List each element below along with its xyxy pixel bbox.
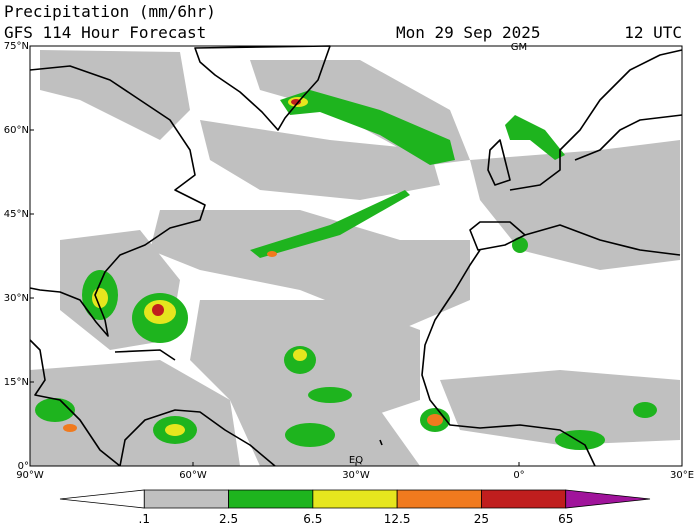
marker-label: EQ — [349, 455, 363, 466]
colorbar-segment — [228, 489, 314, 509]
lat-label: 75°N — [4, 41, 29, 52]
coastlines — [29, 45, 683, 467]
lon-label: 60°W — [179, 470, 207, 481]
subtitle: GFS 114 Hour Forecast — [4, 23, 206, 42]
colorbar-label: 25 — [474, 512, 489, 525]
lon-label: 90°W — [16, 470, 44, 481]
colorbar-segment — [59, 489, 145, 509]
lat-label: 60°N — [4, 125, 29, 136]
marker-label: GM — [511, 42, 527, 53]
colorbar-label: .1 — [139, 512, 150, 525]
colorbar-segment — [312, 489, 398, 509]
colorbar: .1 2.5 6.5 12.5 25 65 — [59, 489, 651, 525]
lat-label: 30°N — [4, 293, 29, 304]
axes: 75°N60°N45°N30°N15°N0°90°W 60°W 30°W 0° 30°E… — [4, 41, 694, 481]
lat-label: 0° — [18, 461, 29, 472]
colorbar-segment — [565, 489, 651, 509]
colorbar-label: 2.5 — [219, 512, 238, 525]
colorbar-label: 6.5 — [303, 512, 322, 525]
date: Mon 29 Sep 2025 — [396, 23, 541, 42]
colorbar-segment — [396, 489, 482, 509]
colorbar-label: 12.5 — [384, 512, 411, 525]
lat-label: 15°N — [4, 377, 29, 388]
lon-label: 0° — [513, 470, 524, 481]
time: 12 UTC — [624, 23, 682, 42]
lat-label: 45°N — [4, 209, 29, 220]
map — [29, 45, 683, 467]
colorbar-segment — [481, 489, 567, 509]
colorbar-segment — [143, 489, 229, 509]
colorbar-label: 65 — [558, 512, 573, 525]
title: Precipitation (mm/6hr) — [4, 2, 216, 21]
lon-label: 30°W — [342, 470, 370, 481]
lon-label: 30°E — [670, 470, 694, 481]
